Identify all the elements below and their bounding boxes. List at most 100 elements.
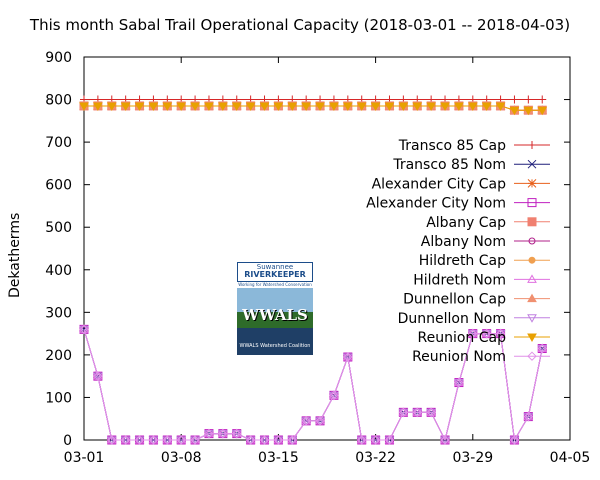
data-point	[537, 343, 547, 354]
legend-marker	[527, 274, 537, 283]
data-point	[454, 102, 464, 111]
data-point	[93, 102, 103, 111]
legend-label: Dunnellon Cap	[403, 292, 506, 308]
data-point	[231, 102, 242, 111]
data-point	[217, 102, 228, 111]
data-point	[509, 435, 520, 445]
y-tick-label: 300	[45, 305, 72, 321]
y-tick-label: 700	[45, 135, 72, 151]
legend-marker	[528, 141, 536, 149]
data-point	[148, 435, 159, 445]
data-point	[510, 95, 519, 104]
data-point	[217, 430, 228, 439]
data-point	[204, 428, 214, 439]
legend-marker	[527, 159, 537, 169]
data-point	[370, 102, 381, 111]
legend-marker	[527, 333, 537, 343]
logo-line1: Suwannee	[256, 263, 294, 271]
legend-label: Reunion Cap	[418, 330, 507, 346]
data-point	[232, 428, 242, 439]
data-point	[468, 328, 478, 339]
data-point	[495, 102, 506, 111]
data-point	[259, 435, 270, 445]
legend-label: Alexander City Cap	[372, 176, 507, 192]
data-point	[107, 435, 117, 445]
data-point	[481, 102, 492, 111]
logo-subtitle: Working for Watershed Conservation	[238, 282, 312, 287]
data-point	[467, 102, 478, 111]
x-tick-label: 04-05	[550, 450, 591, 466]
data-point	[245, 102, 256, 111]
data-point	[79, 324, 89, 335]
x-tick-label: 03-29	[452, 450, 493, 466]
y-tick-label: 200	[45, 348, 72, 364]
legend-marker	[527, 198, 537, 208]
series-line	[83, 329, 543, 442]
data-point	[120, 435, 131, 445]
data-point	[329, 102, 339, 111]
series-line	[84, 105, 543, 111]
legend-label: Transco 85 Nom	[392, 157, 506, 173]
legend-marker	[527, 351, 537, 361]
y-tick-label: 100	[45, 390, 72, 406]
legend-label: Alexander City Nom	[366, 196, 506, 212]
legend-marker	[527, 179, 537, 188]
legend-label: Albany Cap	[426, 215, 506, 231]
data-point	[454, 379, 464, 388]
data-point	[538, 95, 547, 104]
data-point	[148, 102, 159, 111]
y-tick-label: 500	[45, 220, 72, 236]
legend-marker	[527, 217, 537, 227]
legend-marker	[527, 293, 537, 303]
x-tick-label: 03-01	[64, 450, 105, 466]
data-point	[523, 413, 534, 422]
data-point	[301, 416, 311, 426]
data-point	[218, 428, 228, 439]
data-point	[426, 407, 436, 418]
data-point	[315, 416, 325, 426]
data-point	[79, 325, 89, 335]
data-point	[426, 102, 437, 111]
data-point	[329, 390, 339, 401]
chart-title: This month Sabal Trail Operational Capac…	[29, 16, 571, 34]
data-point	[287, 102, 298, 111]
data-point	[524, 95, 533, 104]
data-point	[162, 435, 173, 445]
data-point	[134, 102, 145, 111]
data-point	[259, 102, 270, 111]
y-tick-label: 900	[45, 50, 72, 66]
data-point	[440, 435, 450, 445]
data-point	[273, 435, 284, 445]
legend-marker	[527, 314, 537, 323]
data-point	[93, 372, 103, 382]
data-point	[356, 102, 367, 111]
data-point	[176, 102, 187, 111]
data-point	[523, 106, 534, 116]
data-point	[412, 408, 423, 418]
data-point	[412, 407, 422, 418]
data-point	[342, 102, 353, 111]
legend-marker	[528, 237, 536, 245]
y-tick-label: 400	[45, 263, 72, 279]
data-point	[301, 102, 312, 111]
data-point	[273, 102, 284, 111]
legend-marker	[528, 256, 536, 264]
data-point	[370, 435, 381, 445]
data-point	[398, 408, 409, 418]
data-point	[190, 435, 200, 445]
data-point	[190, 102, 200, 111]
data-point	[509, 106, 520, 116]
data-point	[287, 435, 297, 445]
data-point	[176, 435, 186, 445]
data-point	[523, 411, 534, 422]
data-point	[357, 435, 367, 445]
wwals-logo: Suwannee RIVERKEEPER Working for Watersh…	[237, 262, 313, 355]
data-point	[93, 371, 103, 381]
legend-label: Hildreth Cap	[419, 253, 506, 269]
data-point	[106, 102, 117, 111]
data-point	[537, 106, 548, 116]
data-point	[204, 102, 214, 111]
data-point	[384, 102, 395, 111]
data-point	[481, 328, 492, 339]
